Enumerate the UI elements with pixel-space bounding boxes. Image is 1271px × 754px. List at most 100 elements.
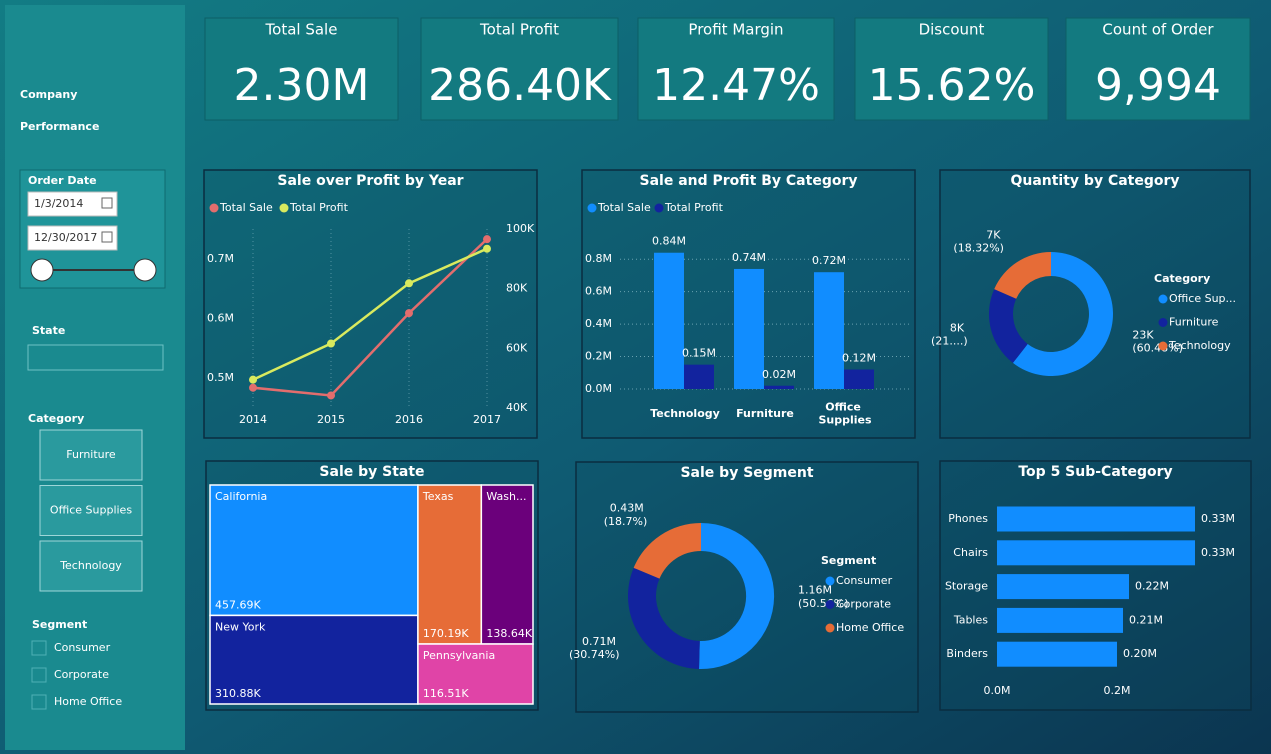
date-filter-label: Order Date: [28, 174, 97, 187]
tile-value: 116.51K: [423, 687, 469, 700]
checkbox[interactable]: [31, 694, 47, 710]
category-label: Category: [28, 412, 84, 425]
slider-handle[interactable]: [133, 258, 157, 282]
category-button[interactable]: [39, 540, 143, 592]
data-point: [249, 375, 257, 384]
legend-label: Furniture: [1169, 316, 1219, 329]
kpi-title: Total Sale: [265, 21, 338, 39]
treemap-tile: [417, 643, 534, 705]
legend-label: Consumer: [836, 574, 893, 587]
state-label: State: [32, 324, 65, 337]
kpi-value: 15.62%: [868, 60, 1036, 111]
state-dropdown[interactable]: [27, 344, 164, 371]
donut-slice: [994, 252, 1051, 299]
checkbox[interactable]: [31, 667, 47, 683]
tile-value: 138.64K: [486, 627, 532, 640]
data-label: 0.43M (18.7%): [604, 502, 648, 528]
legend-marker: [825, 623, 835, 633]
data-point: [327, 339, 335, 348]
x-tick-label: 0.0M: [984, 684, 1011, 697]
tile-label: Texas: [422, 490, 454, 503]
chart-title: Sale over Profit by Year: [277, 173, 463, 189]
bar: [844, 369, 874, 389]
treemap-tile: [209, 484, 419, 617]
legend-label: Total Profit: [664, 201, 724, 214]
donut-slice: [633, 523, 701, 579]
bar: [997, 607, 1123, 633]
data-point: [483, 244, 491, 253]
y-tick-label: 0.2M: [585, 350, 612, 363]
y-tick-label: 0.6M: [585, 285, 612, 298]
data-label: 0.74M: [732, 251, 766, 264]
legend-label: Total Profit: [289, 201, 349, 214]
legend-label: Corporate: [836, 598, 891, 611]
checkbox[interactable]: [31, 640, 47, 656]
data-point: [483, 235, 491, 244]
y-tick-label: Tables: [953, 613, 988, 626]
tile-value: 170.19K: [423, 627, 469, 640]
treemap-tile: [480, 484, 534, 645]
sidebar: [5, 5, 185, 750]
legend-label: Office Sup...: [1169, 292, 1236, 305]
legend-marker: [1158, 341, 1168, 351]
y-tick-label: 0.8M: [585, 252, 612, 265]
chart-title: Sale by Segment: [680, 465, 813, 481]
category-button[interactable]: [39, 429, 143, 481]
chart-title: Sale and Profit By Category: [640, 173, 858, 189]
data-label: 0.22M: [1135, 580, 1169, 593]
slider-handle[interactable]: [30, 258, 54, 282]
donut-slice: [988, 289, 1028, 363]
legend-marker: [1158, 318, 1168, 327]
calendar-icon: [101, 231, 113, 243]
bar: [997, 641, 1117, 667]
segment-label: Segment: [32, 618, 87, 631]
bar: [997, 540, 1195, 566]
donut-slice: [1012, 252, 1113, 377]
data-point: [249, 383, 257, 392]
kpi-value: 9,994: [1095, 60, 1221, 111]
data-label: 0.02M: [762, 368, 796, 381]
kpi-title: Discount: [919, 21, 985, 39]
kpi-card: [854, 17, 1049, 121]
y-tick-label: Storage: [945, 580, 988, 593]
sidebar-title: Performance: [20, 120, 99, 133]
data-label: 8K (21....): [931, 322, 968, 348]
chart-title: Quantity by Category: [1010, 173, 1179, 189]
series-line: [252, 247, 488, 381]
date-value: 1/3/2014: [34, 197, 83, 210]
y-tick-label: Phones: [948, 512, 988, 525]
segment-option: Consumer: [54, 641, 111, 654]
data-label: 0.33M: [1201, 512, 1235, 525]
treemap-tile: [417, 484, 483, 645]
y2-tick-label: 60K: [506, 341, 528, 354]
kpi-card: [204, 17, 399, 121]
data-label: 0.15M: [682, 347, 716, 360]
tile-value: 310.88K: [215, 687, 261, 700]
kpi-value: 2.30M: [234, 60, 370, 111]
kpi-title: Count of Order: [1102, 21, 1214, 39]
x-tick-label: 2015: [317, 413, 345, 426]
chart-panel: [203, 169, 538, 439]
category-option: Technology: [59, 559, 122, 572]
calendar-icon: [101, 197, 113, 209]
chart-title: Top 5 Sub-Category: [1018, 464, 1172, 480]
chart-title: Sale by State: [319, 464, 424, 480]
x-tick-label: 2016: [395, 413, 423, 426]
legend-marker: [209, 203, 219, 213]
data-label: 23K (60.48%): [1132, 328, 1183, 354]
category-button[interactable]: [39, 485, 143, 536]
y-tick-label: Binders: [946, 647, 988, 660]
x-tick-label: Technology: [650, 407, 720, 420]
data-label: 0.21M: [1129, 613, 1163, 626]
x-tick-label: 2017: [473, 413, 501, 426]
y-tick-label: Chairs: [953, 546, 988, 559]
bar: [734, 268, 764, 389]
data-label: 0.72M: [812, 254, 846, 267]
category-option: Furniture: [66, 448, 116, 461]
bar: [997, 506, 1195, 532]
y-tick-label: 0.7M: [207, 252, 234, 265]
data-point: [405, 309, 413, 318]
donut-slice: [699, 522, 775, 669]
x-tick-label: Furniture: [736, 407, 794, 420]
tile-label: Pennsylvania: [423, 649, 495, 662]
